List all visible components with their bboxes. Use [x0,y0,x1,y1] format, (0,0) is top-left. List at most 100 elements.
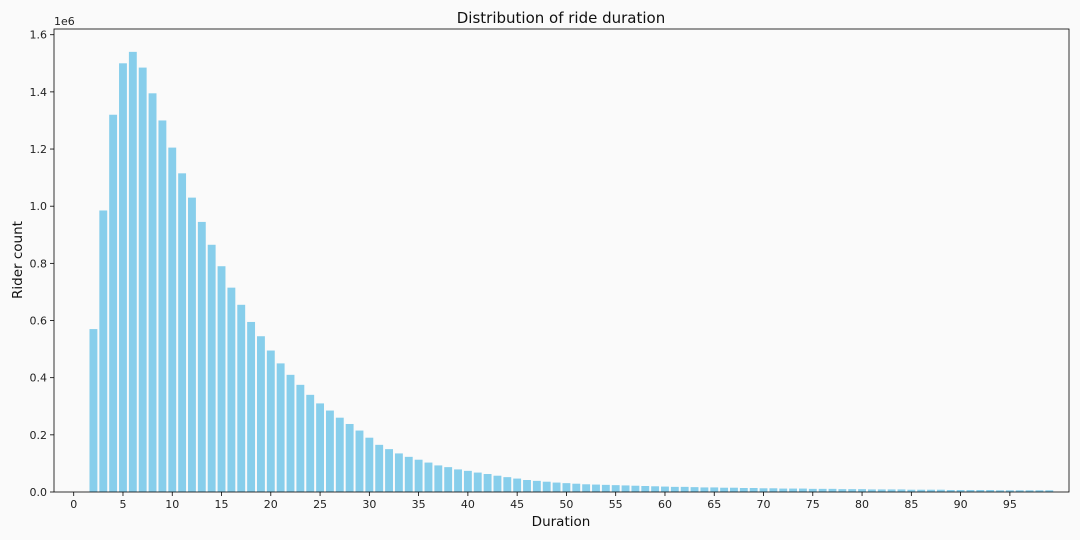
y-tick-label: 1.2 [30,143,48,156]
bar [927,489,935,492]
bar [986,489,995,492]
bar [730,487,738,492]
x-tick-label: 0 [70,498,77,511]
bar [858,489,866,492]
y-offset-text: 1e6 [54,15,75,28]
bar [286,374,295,492]
bar [483,473,492,492]
bar [739,487,748,492]
bar [513,478,522,492]
bar [769,488,778,492]
bar [631,485,640,492]
bar [661,486,669,492]
x-tick-label: 20 [264,498,278,511]
bar [828,488,837,492]
bar [188,197,196,492]
bar [168,147,177,492]
bar [611,485,620,492]
x-tick-label: 95 [1003,498,1017,511]
bar [680,486,689,492]
bar [779,488,788,492]
bar [996,490,1004,492]
bar [887,489,896,492]
bar [572,483,581,492]
x-axis-label: Duration [532,514,591,530]
bar [1025,490,1034,492]
bar [197,221,206,492]
bars-group [89,51,1054,493]
bar [148,93,157,493]
bar [532,480,541,492]
chart-title: Distribution of ride duration [457,9,665,27]
x-ticks-group: 0 5 10 15 20 25 30 35 40 45 50 55 60 65 70 75 80 85 90 95 [70,492,1017,511]
x-tick-label: 75 [806,498,820,511]
bar [99,210,108,493]
bar [306,394,315,492]
bar [720,487,729,492]
bar [700,487,709,492]
bar [316,403,325,492]
bar [1015,490,1024,492]
x-tick-label: 55 [609,498,623,511]
bar [789,488,798,492]
bar [434,465,443,492]
bar [444,467,453,492]
plot-frame [53,28,1070,493]
bar [355,430,364,492]
bar [503,477,512,492]
bar [592,484,600,492]
x-tick-label: 35 [412,498,426,511]
x-tick-label: 10 [165,498,179,511]
bar [493,475,502,492]
y-tick-label: 0.4 [30,372,48,385]
x-tick-label: 90 [954,498,968,511]
bar [257,336,265,492]
bar [89,329,98,492]
bar [404,456,413,492]
bar [463,470,472,492]
bar [207,244,216,492]
bar [808,488,817,492]
bar [158,120,167,492]
x-tick-label: 25 [313,498,327,511]
x-tick-label: 85 [904,498,918,511]
bar [325,410,334,492]
bar [237,304,246,492]
y-tick-label: 1.6 [30,29,48,42]
y-tick-label: 0.6 [30,315,48,328]
bar [542,481,551,492]
bar [335,417,344,492]
bar [562,483,571,492]
bar [848,489,857,492]
bar [867,489,876,492]
bar [276,363,285,492]
bar [414,459,423,492]
bar [956,489,965,492]
x-tick-label: 30 [362,498,376,511]
bar [247,321,256,492]
x-tick-label: 40 [461,498,475,511]
x-tick-label: 60 [658,498,672,511]
bar [601,484,610,492]
bar [227,287,236,492]
bar [473,472,482,492]
bar [365,437,374,492]
y-tick-label: 1.0 [30,200,48,213]
bar [385,449,393,492]
bar [454,469,462,492]
bar [582,484,591,492]
bar [818,488,827,492]
bar [907,489,916,492]
bar [138,67,147,492]
bar [296,384,305,492]
bar [523,479,531,492]
bar [266,350,275,492]
bar [178,173,187,492]
bar [128,51,137,492]
x-tick-label: 65 [707,498,721,511]
bar [375,444,384,492]
bar [119,63,127,492]
bar [1035,490,1044,492]
